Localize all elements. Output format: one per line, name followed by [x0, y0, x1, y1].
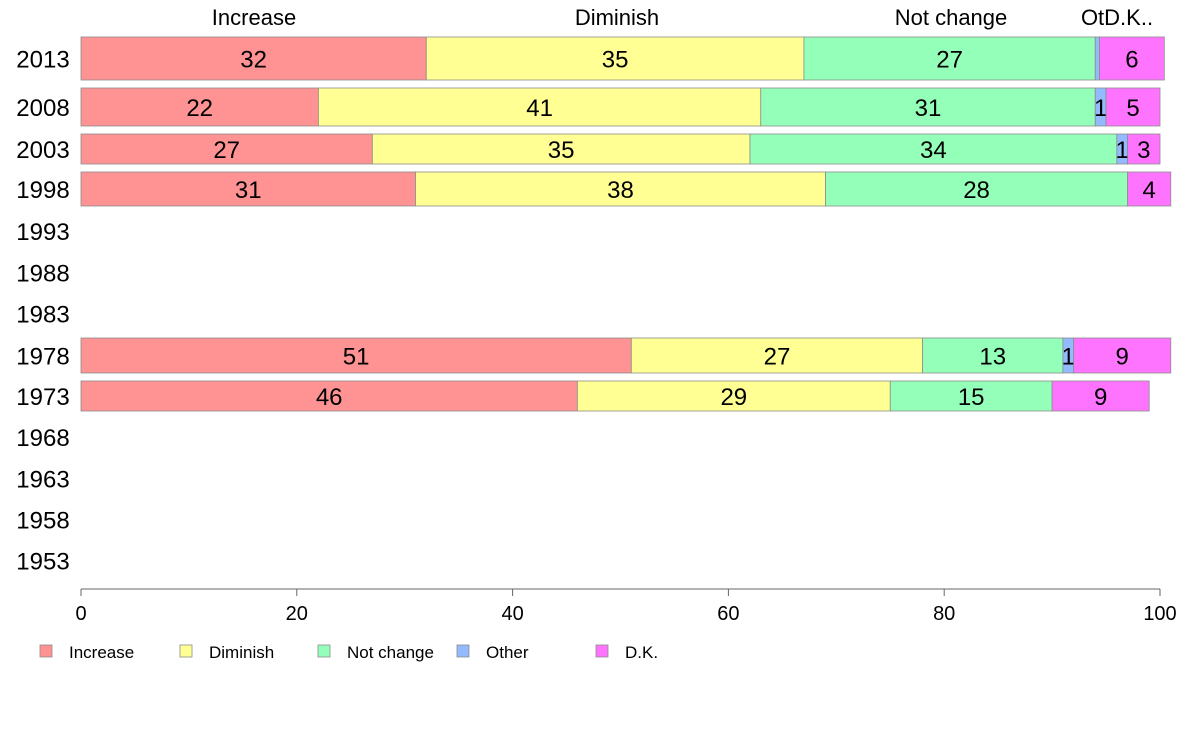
- x-tick-label: 60: [717, 603, 739, 625]
- bar-value-label: 46: [316, 384, 343, 411]
- x-tick-label: 20: [286, 603, 308, 625]
- year-label: 2008: [16, 95, 69, 122]
- bar-segment: [760, 87, 1096, 127]
- legend-swatch: [179, 644, 193, 658]
- bar-value-label: 31: [915, 95, 942, 122]
- bar-value-label: 41: [526, 95, 553, 122]
- year-label: 2003: [16, 137, 69, 164]
- year-label: 1973: [16, 384, 69, 411]
- legend-label: Diminish: [209, 643, 274, 662]
- bar-segment: [317, 87, 762, 127]
- bar-segment: [922, 337, 1064, 374]
- bar-value-label: 4: [1143, 177, 1156, 204]
- top-column-label: OtD.K..: [1081, 5, 1153, 30]
- bar-value-label: 3: [1137, 137, 1150, 164]
- bar-segment: [1051, 380, 1150, 412]
- bar-segment: [425, 36, 805, 81]
- bar-value-label: 1: [1094, 95, 1107, 122]
- bar-value-label: 28: [963, 177, 990, 204]
- bar-value-label: 6: [1125, 47, 1138, 74]
- bar-segment: [80, 87, 319, 127]
- legend-swatch: [595, 644, 609, 658]
- bar-segment: [80, 171, 416, 207]
- bar-value-label: 38: [607, 177, 634, 204]
- legend-label: Not change: [347, 643, 434, 662]
- bar-segment: [576, 380, 891, 412]
- year-label: 1983: [16, 302, 69, 329]
- bar-value-label: 27: [213, 137, 240, 164]
- bar-segment: [415, 171, 826, 207]
- bar-segment: [803, 36, 1096, 81]
- bars-area: 32 35 27 622 41 31 1 527 35 34 1 331 38 28 451 27 13 1 946…: [80, 36, 1172, 412]
- bar-value-label: 34: [920, 137, 947, 164]
- bar-segment: [749, 133, 1118, 165]
- top-column-label: Diminish: [575, 5, 659, 30]
- bar-value-label: 9: [1116, 344, 1129, 371]
- bar-value-label: 1: [1116, 137, 1129, 164]
- bar-segment: [1094, 36, 1100, 81]
- legend-swatch: [39, 644, 53, 658]
- year-label: 1998: [16, 177, 69, 204]
- year-axis: 2013 2008 2003 1998 1993 1988 1983 1978 1973 1968…: [16, 47, 69, 576]
- bar-segment: [1127, 133, 1161, 165]
- bar-value-label: 32: [240, 47, 267, 74]
- year-label: 1978: [16, 344, 69, 371]
- bar-segment: [630, 337, 924, 374]
- bar-value-label: 27: [936, 47, 963, 74]
- year-label: 1953: [16, 549, 69, 576]
- bar-segment: [80, 133, 373, 165]
- top-column-label: Increase: [212, 5, 296, 30]
- bar-value-label: 31: [235, 177, 262, 204]
- bar-value-label: 27: [764, 344, 791, 371]
- bar-value-label: 22: [186, 95, 213, 122]
- year-label: 1963: [16, 467, 69, 494]
- x-axis: 0 20 40 60 80 100: [75, 588, 1177, 625]
- bar-value-label: 9: [1094, 384, 1107, 411]
- bar-value-label: 35: [602, 47, 629, 74]
- bar-segment: [80, 36, 427, 81]
- bar-segment: [889, 380, 1053, 412]
- bar-value-label: 51: [343, 344, 370, 371]
- legend-swatch: [317, 644, 331, 658]
- bar-segment: [1099, 36, 1165, 81]
- x-tick-label: 80: [933, 603, 955, 625]
- bar-value-label: 15: [958, 384, 985, 411]
- legend: Increase Diminish Not change Other D.K.: [39, 643, 658, 662]
- bar-value-label: 35: [548, 137, 575, 164]
- year-label: 2013: [16, 47, 69, 74]
- legend-swatch: [456, 644, 470, 658]
- year-label: 1958: [16, 508, 69, 535]
- x-tick-label: 40: [501, 603, 523, 625]
- top-column-labels: Increase Diminish Not change OtD.K..: [212, 5, 1153, 30]
- x-tick-label: 0: [75, 603, 86, 625]
- bar-segment: [825, 171, 1129, 207]
- bar-segment: [1127, 171, 1172, 207]
- legend-label: D.K.: [625, 643, 658, 662]
- x-tick-label: 100: [1143, 603, 1176, 625]
- legend-label: Increase: [69, 643, 134, 662]
- bar-value-label: 13: [979, 344, 1006, 371]
- bar-segment: [80, 337, 632, 374]
- bar-value-label: 1: [1062, 344, 1075, 371]
- bar-value-label: 5: [1126, 95, 1139, 122]
- bar-segment: [1105, 87, 1161, 127]
- bar-segment: [1073, 337, 1172, 374]
- bar-segment: [371, 133, 751, 165]
- year-label: 1988: [16, 261, 69, 288]
- year-label: 1993: [16, 219, 69, 246]
- bar-value-label: 29: [720, 384, 747, 411]
- top-column-label: Not change: [895, 5, 1008, 30]
- year-label: 1968: [16, 425, 69, 452]
- bar-segment: [80, 380, 578, 412]
- legend-label: Other: [486, 643, 529, 662]
